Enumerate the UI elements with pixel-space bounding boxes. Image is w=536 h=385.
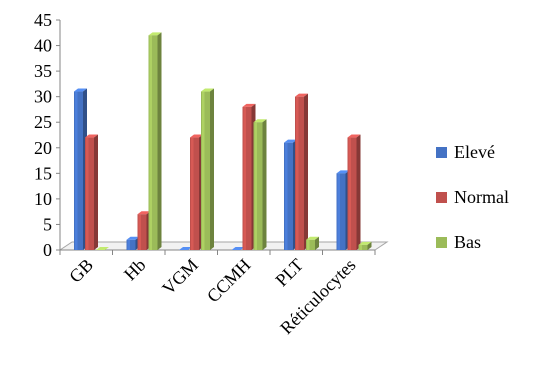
bar-highlight	[254, 122, 257, 250]
bar-highlight	[285, 142, 288, 250]
bar-top	[126, 236, 140, 240]
bar	[85, 134, 98, 250]
bar-front	[126, 239, 136, 250]
bar	[306, 236, 319, 250]
bar-front	[306, 239, 315, 250]
bar-top	[190, 134, 203, 138]
bar	[231, 247, 245, 250]
bar	[253, 119, 267, 250]
y-tick-label: 15	[34, 163, 52, 183]
bar-top	[201, 88, 214, 92]
bar-front	[347, 137, 357, 250]
bar	[148, 32, 162, 251]
bar	[179, 247, 192, 250]
bars	[74, 32, 372, 251]
y-tick-label: 45	[34, 10, 52, 30]
bar-front	[242, 106, 252, 250]
y-tick-label: 40	[34, 36, 52, 56]
bar-highlight	[296, 96, 299, 251]
bar-top	[179, 247, 192, 250]
bar-front	[137, 214, 147, 250]
legend-item: Elevé	[436, 142, 495, 162]
y-tick-label: 25	[34, 112, 52, 132]
x-category-label: GB	[65, 255, 97, 287]
bar-highlight	[359, 244, 362, 250]
legend: Elevé Normal Bas	[436, 142, 509, 252]
y-ticks: 0 5 10 15 20 25 30 35 40 45	[34, 10, 60, 260]
bar-side	[304, 93, 308, 251]
bar-top	[284, 139, 297, 143]
bar-top	[306, 236, 319, 240]
x-category-label: Hb	[120, 255, 150, 285]
bar-front	[253, 122, 263, 250]
bar-top	[137, 211, 151, 215]
y-tick-label: 20	[34, 138, 52, 158]
bar-front	[85, 137, 94, 250]
bar-front	[148, 35, 158, 251]
y-tick-label: 30	[34, 87, 52, 107]
legend-label: Bas	[454, 232, 481, 252]
bar-highlight	[307, 239, 310, 250]
bar-top	[358, 241, 372, 245]
legend-swatch	[436, 192, 447, 203]
bar-highlight	[86, 137, 89, 250]
legend-label: Normal	[454, 187, 509, 207]
legend-swatch	[436, 147, 447, 158]
bar-highlight	[138, 214, 141, 250]
bar-top	[336, 170, 350, 174]
bar-side	[367, 241, 372, 250]
bar-side	[356, 134, 361, 250]
bar-side	[210, 88, 214, 250]
legend-item: Bas	[436, 232, 481, 252]
bar-top	[347, 134, 361, 138]
y-tick-label: 35	[34, 61, 52, 81]
bar	[358, 241, 372, 250]
bar-top	[295, 93, 308, 97]
legend-swatch	[436, 237, 447, 248]
x-category-label: VGM	[158, 255, 202, 299]
bar-front	[74, 91, 83, 250]
bar-top	[253, 119, 267, 123]
bar-front	[336, 173, 346, 250]
bar-top	[148, 32, 162, 36]
bar	[96, 247, 109, 250]
bar-front	[190, 137, 199, 250]
bar-top	[231, 247, 245, 250]
bar-front	[284, 142, 293, 250]
bar-front	[201, 91, 210, 250]
bar-top	[242, 103, 256, 107]
bar-highlight	[127, 239, 130, 250]
x-category-label: CCMH	[203, 255, 255, 307]
bar-highlight	[243, 106, 246, 250]
bar-highlight	[75, 91, 78, 250]
bar-top	[85, 134, 98, 138]
bar-top	[74, 88, 87, 92]
bar-side	[262, 119, 267, 250]
y-tick-label: 5	[43, 214, 52, 234]
x-category-label: PLT	[271, 255, 307, 291]
bar-side	[94, 134, 98, 250]
bar-front	[358, 244, 368, 250]
legend-item: Normal	[436, 187, 509, 207]
bar-highlight	[191, 137, 194, 250]
bar	[201, 88, 214, 250]
y-tick-label: 0	[43, 240, 52, 260]
bar-highlight	[202, 91, 205, 250]
y-tick-label: 10	[34, 189, 52, 209]
bar-top	[96, 247, 109, 250]
bar-highlight	[337, 173, 340, 250]
bar-front	[295, 96, 304, 251]
bar-highlight	[348, 137, 351, 250]
bar	[295, 93, 308, 251]
bar	[347, 134, 361, 250]
bar-highlight	[149, 35, 152, 251]
legend-label: Elevé	[454, 142, 495, 162]
bar-side	[315, 236, 319, 250]
bar-side	[157, 32, 162, 251]
